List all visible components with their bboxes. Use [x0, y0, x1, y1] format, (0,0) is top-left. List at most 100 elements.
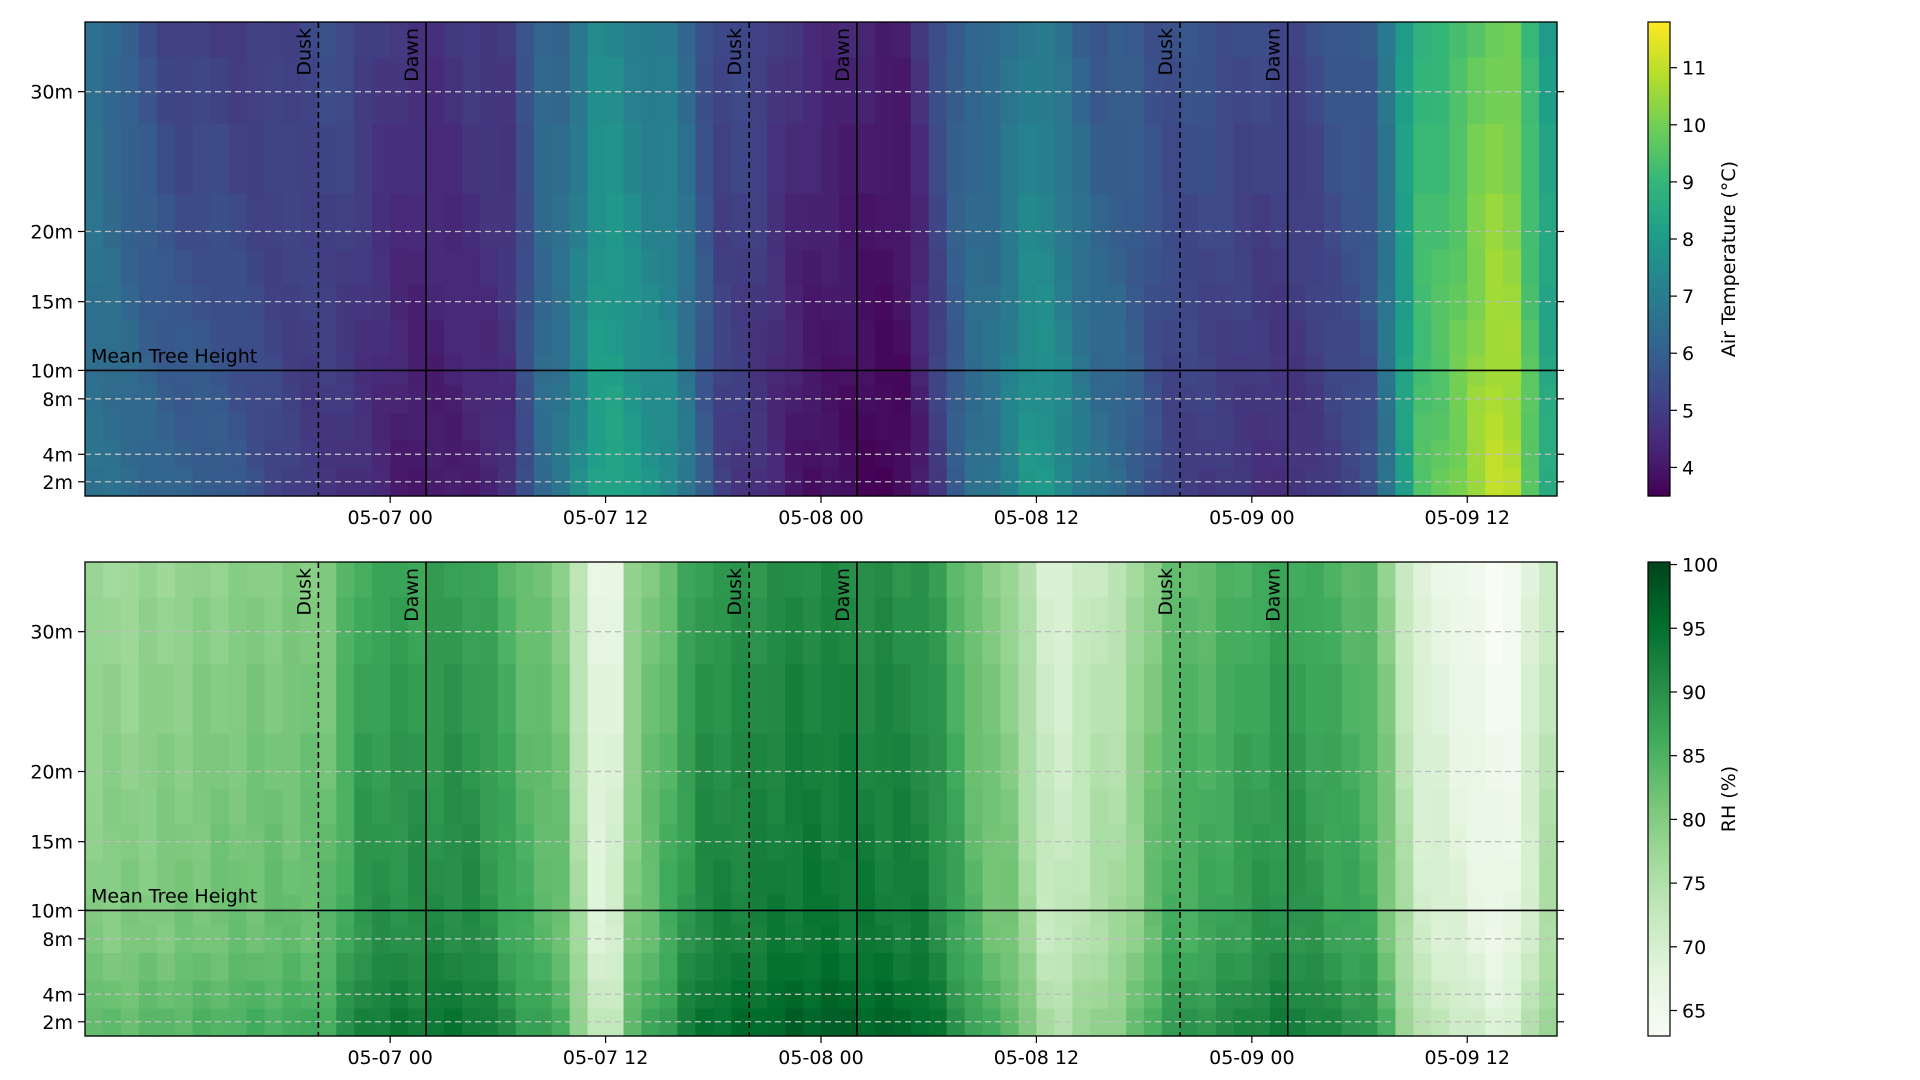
heatmap-cell — [1233, 596, 1253, 664]
heatmap-cell — [174, 468, 194, 497]
heatmap-cell — [641, 859, 661, 895]
heatmap-cell — [1018, 663, 1038, 734]
colorbar-swatch — [1648, 278, 1670, 284]
heatmap-cell — [354, 193, 373, 250]
heatmap-cell — [1323, 952, 1343, 981]
colorbar-swatch — [1648, 818, 1670, 824]
heatmap-cell — [1287, 22, 1307, 58]
heatmap-cell — [551, 22, 571, 58]
heatmap-cell — [1180, 663, 1199, 734]
heatmap-cell — [1215, 663, 1235, 734]
heatmap-cell — [461, 924, 481, 953]
heatmap-cell — [1323, 440, 1343, 469]
heatmap-cell — [1503, 319, 1522, 355]
heatmap-cell — [928, 56, 948, 124]
heatmap-cell — [1197, 788, 1217, 825]
heatmap-cell — [821, 56, 840, 124]
heatmap-cell — [892, 924, 912, 953]
heatmap-cell — [838, 733, 858, 790]
heatmap-cell — [1072, 248, 1091, 285]
heatmap-cell — [264, 123, 284, 194]
colorbar-swatch — [1648, 464, 1670, 469]
heatmap-cell — [461, 22, 481, 58]
heatmap-cell — [695, 384, 714, 413]
y-tick-label: 8m — [42, 929, 73, 951]
heatmap-cell — [551, 924, 571, 953]
heatmap-cell — [767, 596, 786, 664]
heatmap-cell — [874, 193, 894, 250]
heatmap-cell — [1305, 248, 1325, 285]
heatmap-cell — [803, 384, 822, 413]
heatmap-cell — [1108, 123, 1127, 194]
heatmap-cell — [1413, 193, 1432, 250]
heatmap-cell — [1251, 733, 1271, 790]
heatmap-cell — [318, 663, 337, 734]
heatmap-cell — [856, 859, 876, 895]
heatmap-cell — [1305, 56, 1325, 124]
heatmap-cell — [461, 596, 481, 664]
colorbar-tick-label: 65 — [1682, 1001, 1706, 1023]
heatmap-cell — [677, 952, 696, 981]
heatmap-cell — [336, 123, 355, 194]
heatmap-cell — [587, 123, 607, 194]
colorbar-swatch — [1648, 1008, 1670, 1013]
heatmap-cell — [282, 22, 302, 58]
colorbar-swatch — [1648, 65, 1670, 70]
heatmap-cell — [1341, 123, 1361, 194]
heatmap-cell — [282, 924, 302, 953]
colorbar-swatch — [1648, 187, 1670, 193]
heatmap-cell — [910, 788, 930, 825]
heatmap-cell — [623, 283, 643, 321]
heatmap-cell — [1233, 952, 1253, 981]
heatmap-cell — [803, 859, 822, 895]
heatmap-cell — [515, 319, 535, 355]
heatmap-cell — [192, 123, 212, 194]
heatmap-cell — [300, 319, 319, 355]
heatmap-cell — [749, 859, 768, 895]
heatmap-cell — [1395, 248, 1414, 285]
heatmap-cell — [479, 859, 499, 895]
colorbar-swatch — [1648, 77, 1670, 82]
heatmap-cell — [246, 596, 266, 664]
heatmap-cell — [174, 384, 194, 413]
heatmap-cell — [1341, 596, 1361, 664]
heatmap-cell — [1323, 283, 1343, 321]
heatmap-cell — [1036, 319, 1055, 355]
heatmap-cell — [85, 22, 104, 58]
heatmap-cell — [228, 56, 248, 124]
heatmap-cell — [1162, 123, 1181, 194]
colorbar-tick-label: 9 — [1682, 172, 1694, 194]
heatmap-cell — [1377, 248, 1397, 285]
heatmap-cell — [282, 319, 302, 355]
heatmap-cell — [1413, 440, 1432, 469]
colorbar-frame — [1647, 21, 1671, 497]
heatmap-cell — [1521, 22, 1540, 58]
colorbar-swatch — [1648, 589, 1670, 595]
heatmap-cell — [444, 283, 463, 321]
heatmap-cell — [1431, 952, 1450, 981]
heatmap-cell — [551, 980, 571, 1009]
heatmap-cell — [336, 412, 355, 441]
heatmap-cell — [569, 319, 589, 355]
heatmap-cell — [767, 123, 786, 194]
colorbar-swatch — [1648, 1024, 1670, 1029]
colorbar-swatch — [1648, 85, 1670, 90]
heatmap-cell — [174, 1008, 194, 1037]
heatmap-cell — [874, 283, 894, 321]
heatmap-cell — [1395, 412, 1414, 441]
heatmap-cell — [982, 859, 1002, 895]
heatmap-cell — [641, 562, 661, 598]
colorbar-swatch — [1648, 180, 1670, 185]
heatmap-cell — [1323, 193, 1343, 250]
colorbar-swatch — [1648, 866, 1670, 871]
colorbar-swatch — [1648, 992, 1670, 998]
heatmap-cell — [174, 788, 194, 825]
colorbar-swatch — [1648, 629, 1670, 634]
heatmap-cell — [1072, 663, 1091, 734]
colorbar-swatch — [1648, 941, 1670, 946]
heatmap-cell — [1054, 319, 1073, 355]
colorbar-swatch — [1648, 569, 1670, 575]
heatmap-cell — [354, 733, 373, 790]
heatmap-cell — [85, 596, 104, 664]
heatmap-cell — [623, 384, 643, 413]
